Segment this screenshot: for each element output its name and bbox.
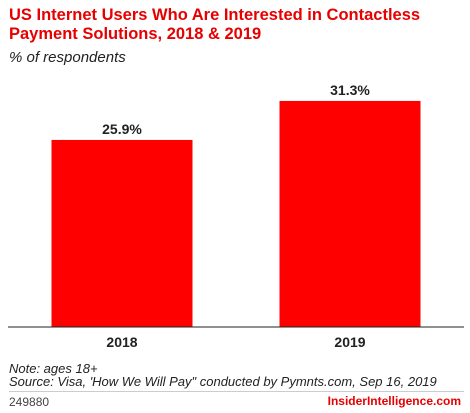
x-tick-label-2019: 2019 xyxy=(334,334,365,350)
value-labels: 25.9% 31.3% xyxy=(102,82,370,137)
footer-divider xyxy=(9,391,464,392)
data-label-2018: 25.9% xyxy=(102,121,142,137)
bar-2018 xyxy=(51,139,193,327)
x-tick-labels: 2018 2019 xyxy=(106,334,365,350)
data-label-2019: 31.3% xyxy=(330,82,370,98)
bar-2019 xyxy=(279,100,421,327)
note-text: Note: ages 18+ xyxy=(9,361,98,376)
source-text: Source: Visa, 'How We Will Pay" conducte… xyxy=(9,374,437,389)
chart-subtitle: % of respondents xyxy=(9,49,126,66)
x-tick-label-2018: 2018 xyxy=(106,334,137,350)
chart-title: US Internet Users Who Are Interested in … xyxy=(9,6,421,43)
chart-id: 249880 xyxy=(9,395,50,409)
brand-logo-text: InsiderIntelligence.com xyxy=(327,394,461,408)
bars xyxy=(51,100,421,327)
